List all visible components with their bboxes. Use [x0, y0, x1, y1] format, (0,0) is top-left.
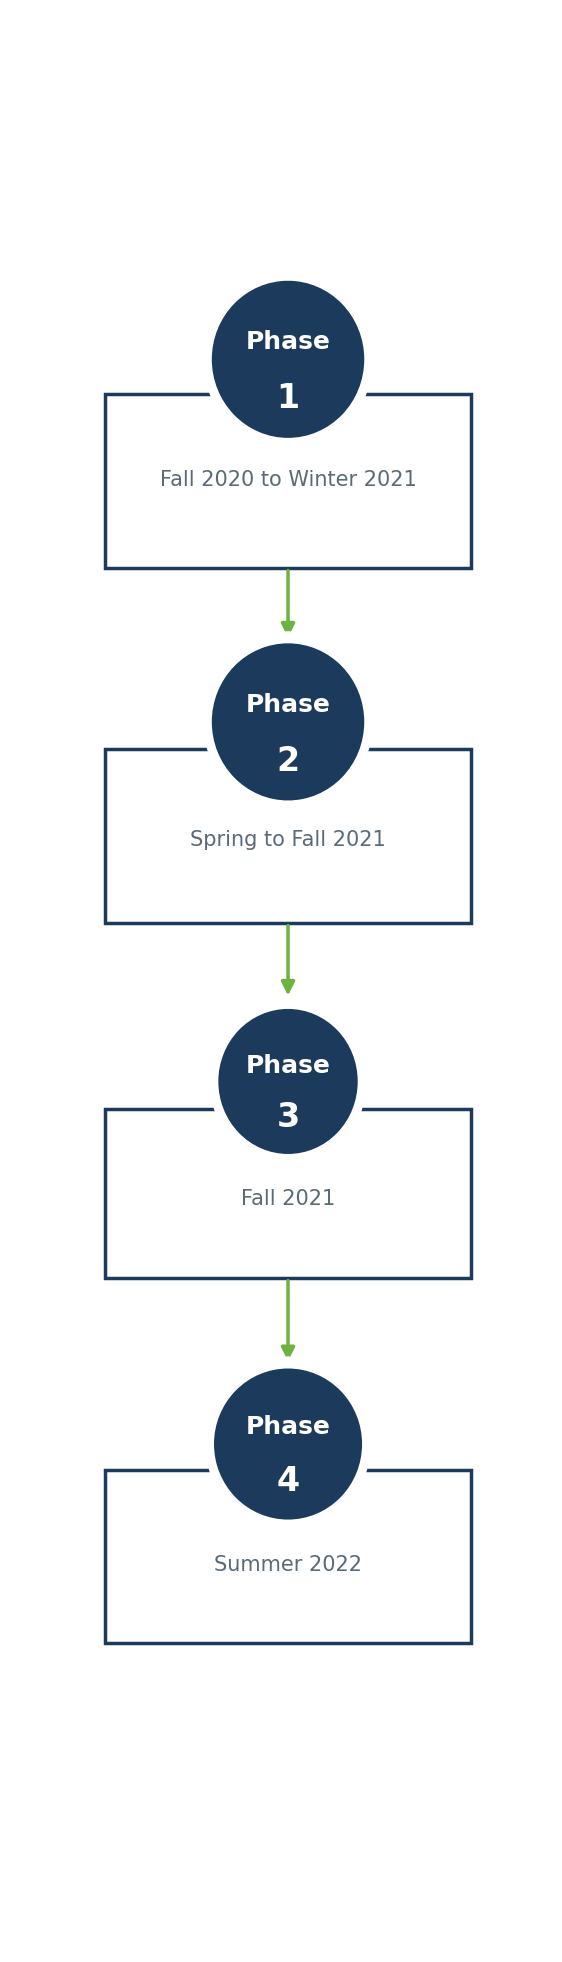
FancyBboxPatch shape — [105, 1470, 471, 1644]
Text: Fall 2021: Fall 2021 — [241, 1189, 335, 1209]
Ellipse shape — [203, 269, 373, 449]
Ellipse shape — [214, 1369, 362, 1519]
Text: Phase: Phase — [246, 330, 330, 353]
Text: Spring to Fall 2021: Spring to Fall 2021 — [190, 830, 386, 850]
Ellipse shape — [210, 997, 366, 1165]
Text: Summer 2022: Summer 2022 — [214, 1556, 362, 1575]
Text: 2: 2 — [277, 746, 300, 777]
Text: 3: 3 — [277, 1101, 300, 1134]
Ellipse shape — [218, 1008, 357, 1154]
Ellipse shape — [212, 281, 364, 438]
Text: Phase: Phase — [246, 693, 330, 716]
Ellipse shape — [212, 644, 364, 800]
Text: 4: 4 — [277, 1466, 300, 1499]
Text: Phase: Phase — [246, 1415, 330, 1440]
FancyBboxPatch shape — [105, 749, 471, 922]
Text: Phase: Phase — [246, 1054, 330, 1077]
FancyBboxPatch shape — [105, 394, 471, 567]
Ellipse shape — [203, 632, 373, 812]
FancyBboxPatch shape — [105, 1109, 471, 1277]
Text: Fall 2020 to Winter 2021: Fall 2020 to Winter 2021 — [160, 471, 416, 490]
Ellipse shape — [205, 1356, 371, 1532]
Text: 1: 1 — [277, 383, 300, 416]
